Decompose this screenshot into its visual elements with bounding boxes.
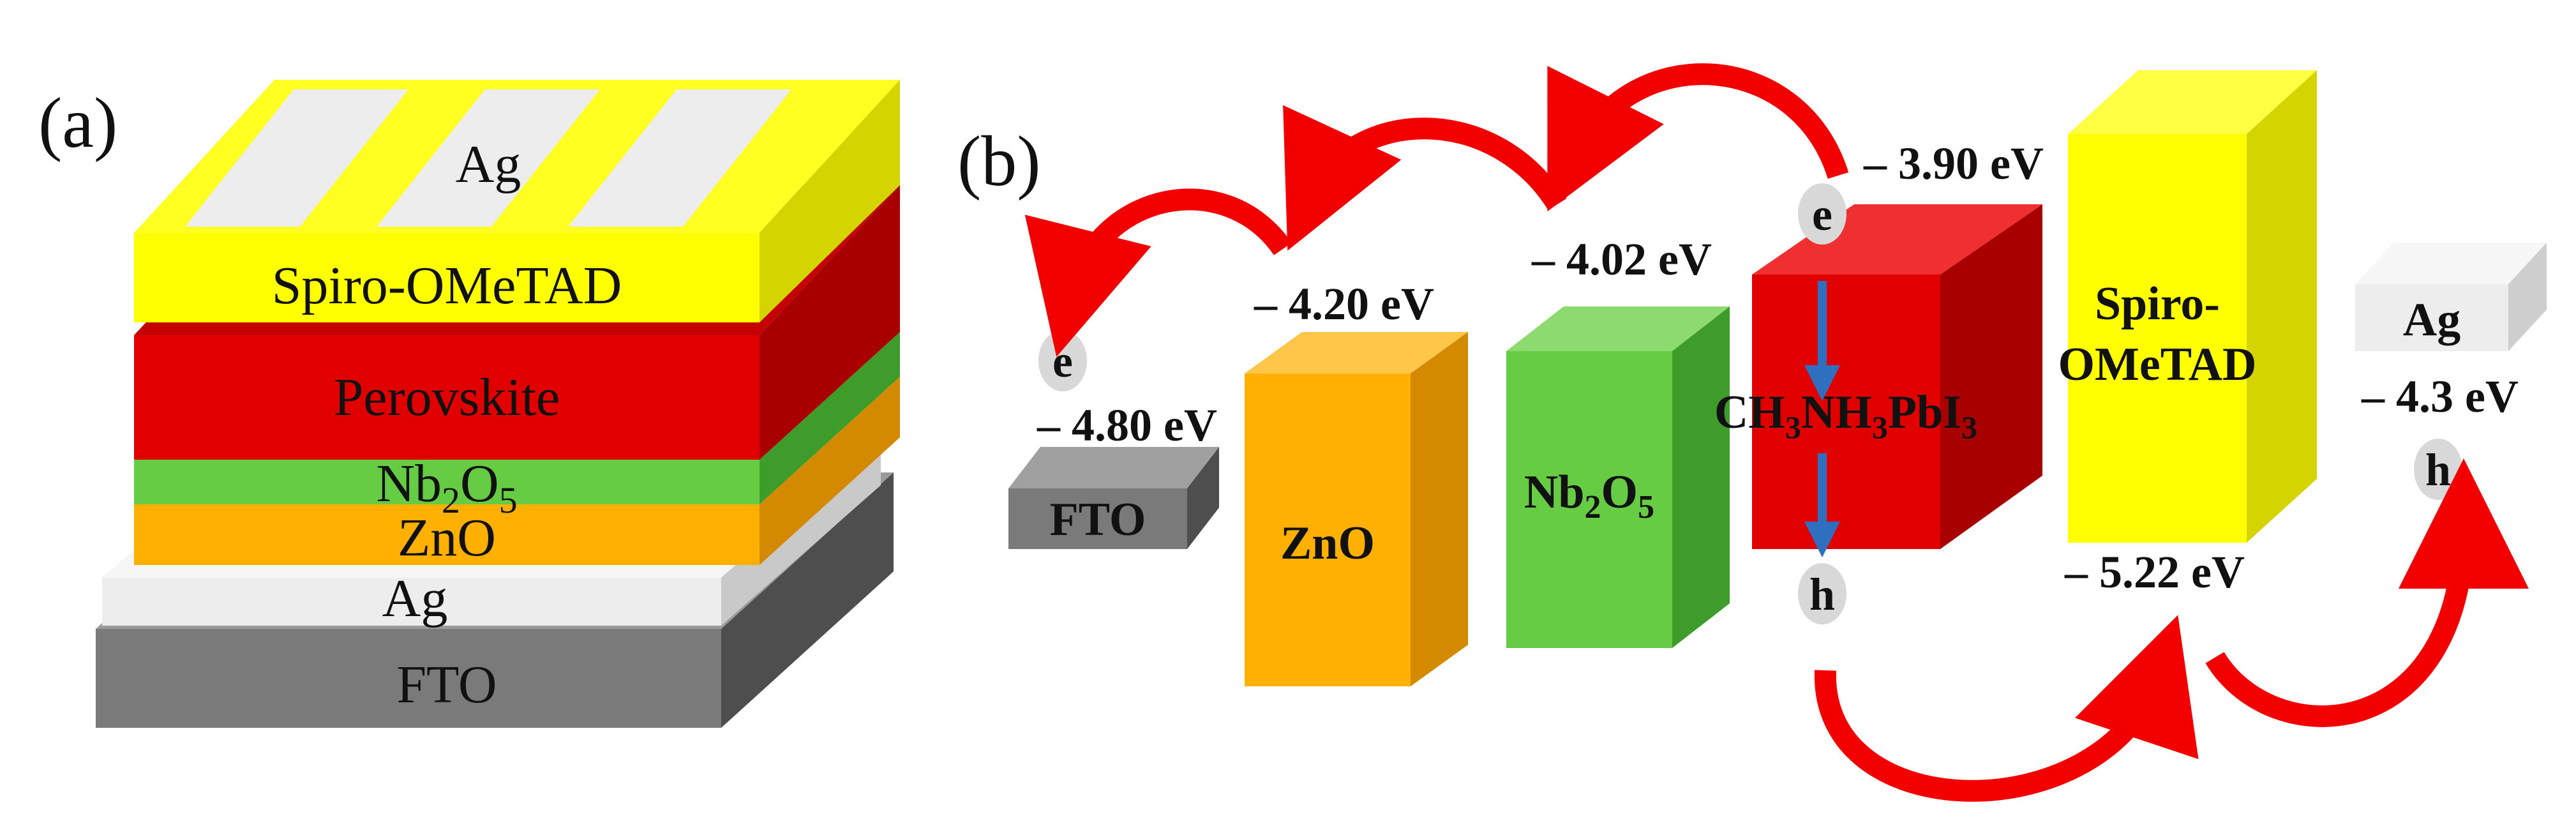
- energy-labels: – 4.80 eV – 4.20 eV – 4.02 eV – 3.90 eV …: [1037, 138, 2519, 598]
- layer-zno-label: ZnO: [398, 508, 496, 568]
- arrow-spiro-to-ag: [2205, 458, 2529, 727]
- transfer-arrows: [1024, 63, 2529, 802]
- panel-a-label: (a): [38, 84, 117, 163]
- panel-b-label: (b): [957, 122, 1041, 201]
- electron-perovskite: e: [1812, 189, 1832, 240]
- energy-perovskite: – 3.90 eV: [1863, 138, 2044, 189]
- band-zno-label: ZnO: [1280, 517, 1375, 569]
- ag-finger-2: [377, 89, 600, 227]
- band-ag: Ag: [2355, 243, 2547, 351]
- layer-ag-bottom-label: Ag: [382, 569, 448, 628]
- band-fto-label: FTO: [1050, 494, 1146, 546]
- panel-b: (b) FTO ZnO Nb2O5 CH3NH3PbI3: [957, 63, 2547, 802]
- energy-spiro: – 5.22 eV: [2064, 547, 2245, 598]
- layer-zno: ZnO: [134, 377, 900, 568]
- layer-nb2o5-label: Nb2O5: [376, 454, 517, 521]
- band-spiro-label-2: OMeTAD: [2058, 338, 2257, 391]
- band-spiro: Spiro- OMeTAD: [2058, 70, 2317, 543]
- arrow-perovskite-to-spiro: [1814, 615, 2199, 802]
- layer-fto-label: FTO: [396, 655, 497, 714]
- hole-ag: h: [2425, 444, 2451, 495]
- electron-perovskite-bubble: [1798, 183, 1846, 245]
- layer-spiro-label: Spiro-OMeTAD: [272, 256, 622, 315]
- arrow-perovskite-to-nb2o5: [1547, 63, 1849, 212]
- energy-ag: – 4.3 eV: [2361, 371, 2519, 422]
- band-perovskite: CH3NH3PbI3: [1714, 204, 2042, 557]
- energy-fto: – 4.80 eV: [1037, 400, 1217, 451]
- electron-fto: e: [1052, 336, 1073, 387]
- band-spiro-label-1: Spiro-: [2095, 278, 2220, 330]
- hole-perovskite: h: [1809, 569, 1835, 620]
- layer-ag-top-label: Ag: [456, 135, 521, 194]
- band-nb2o5-label: Nb2O5: [1524, 466, 1654, 525]
- ag-finger-3: [568, 89, 791, 227]
- energy-zno: – 4.20 eV: [1254, 278, 1434, 329]
- energy-nb2o5: – 4.02 eV: [1531, 234, 1712, 285]
- layer-perovskite-label: Perovskite: [334, 368, 560, 427]
- band-nb2o5: Nb2O5: [1506, 306, 1730, 648]
- arrow-zno-to-fto: [1024, 188, 1292, 357]
- layer-ag-top-fingers: Ag: [185, 89, 791, 227]
- panel-a: (a) FTO Ag ZnO Nb2O5: [38, 80, 900, 728]
- band-fto: FTO: [1008, 447, 1219, 549]
- band-ag-label: Ag: [2403, 294, 2460, 346]
- ag-finger-1: [185, 89, 408, 227]
- band-perovskite-label: CH3NH3PbI3: [1714, 386, 1977, 445]
- arrow-nb2o5-to-zno: [1283, 105, 1567, 251]
- band-zno: ZnO: [1245, 332, 1468, 686]
- layer-nb2o5: Nb2O5: [134, 332, 900, 521]
- hole-perovskite-bubble: [1798, 563, 1846, 624]
